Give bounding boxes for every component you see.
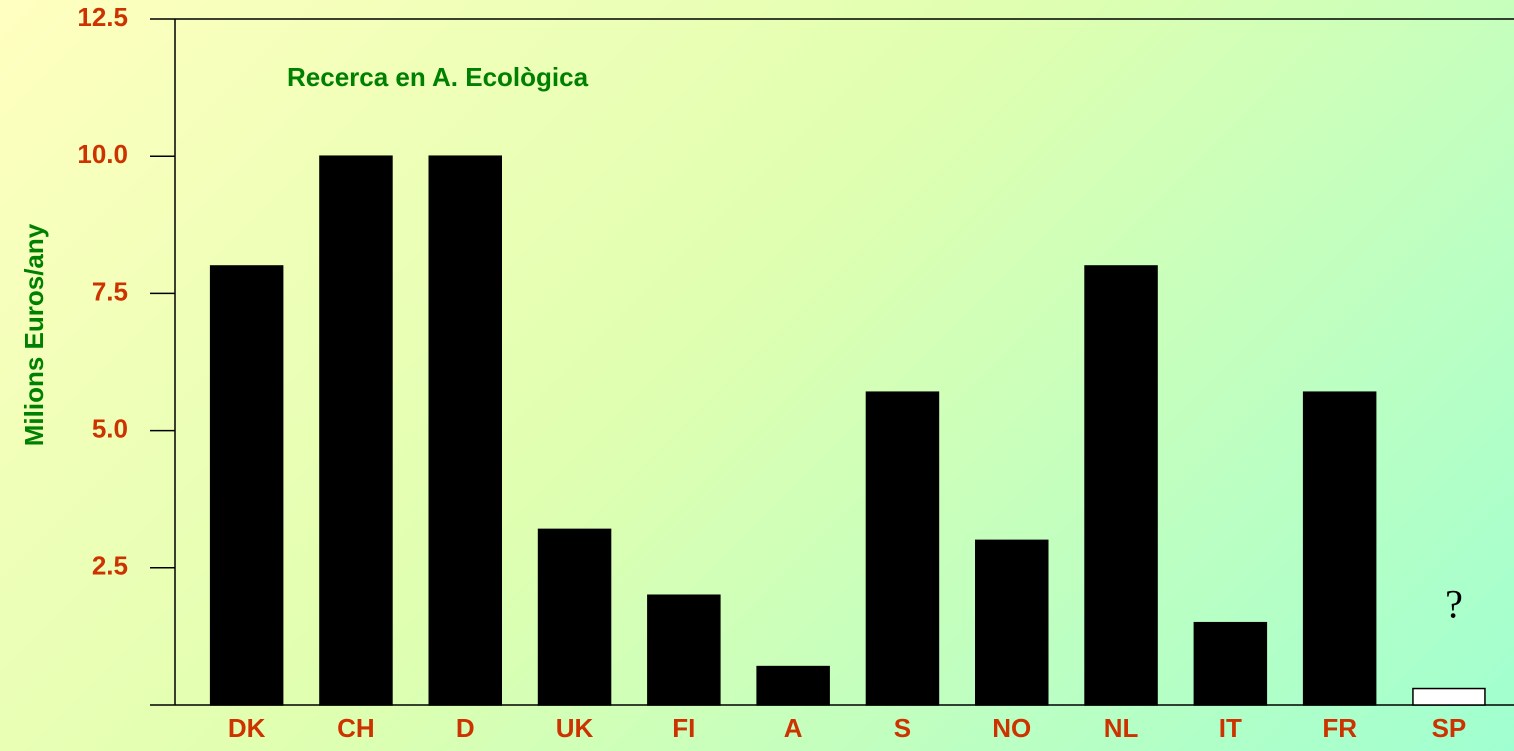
- x-tick-label: DK: [228, 713, 266, 743]
- y-tick-label: 7.5: [92, 276, 128, 306]
- bar: [319, 155, 393, 706]
- x-tick-label: A: [784, 713, 803, 743]
- bar: [975, 539, 1049, 706]
- bar: [1193, 621, 1268, 706]
- chart-title: Recerca en A. Ecològica: [287, 62, 589, 92]
- bar: [1412, 687, 1486, 706]
- x-tick-label: CH: [337, 713, 375, 743]
- x-tick-label: FR: [1322, 713, 1357, 743]
- x-tick-label: NL: [1104, 713, 1139, 743]
- x-tick-label: IT: [1219, 713, 1242, 743]
- y-tick-label: 5.0: [92, 413, 128, 443]
- bar: [1084, 265, 1158, 706]
- annotation: ?: [1445, 582, 1463, 627]
- x-tick-label: NO: [992, 713, 1031, 743]
- bar: [756, 665, 830, 706]
- bar: [428, 155, 502, 706]
- x-tick-label: FI: [672, 713, 695, 743]
- x-tick-label: UK: [556, 713, 594, 743]
- y-axis-label: Milions Euros/any: [19, 223, 49, 446]
- bar: [537, 528, 612, 706]
- y-tick-label: 12.5: [77, 2, 128, 32]
- bar: [865, 391, 940, 706]
- y-tick-label: 2.5: [92, 551, 128, 581]
- bar: [209, 265, 284, 706]
- x-tick-label: S: [894, 713, 911, 743]
- x-tick-label: SP: [1432, 713, 1467, 743]
- y-tick-label: 10.0: [77, 139, 128, 169]
- bar: [1302, 391, 1377, 706]
- bar: [647, 594, 721, 706]
- x-tick-label: D: [456, 713, 475, 743]
